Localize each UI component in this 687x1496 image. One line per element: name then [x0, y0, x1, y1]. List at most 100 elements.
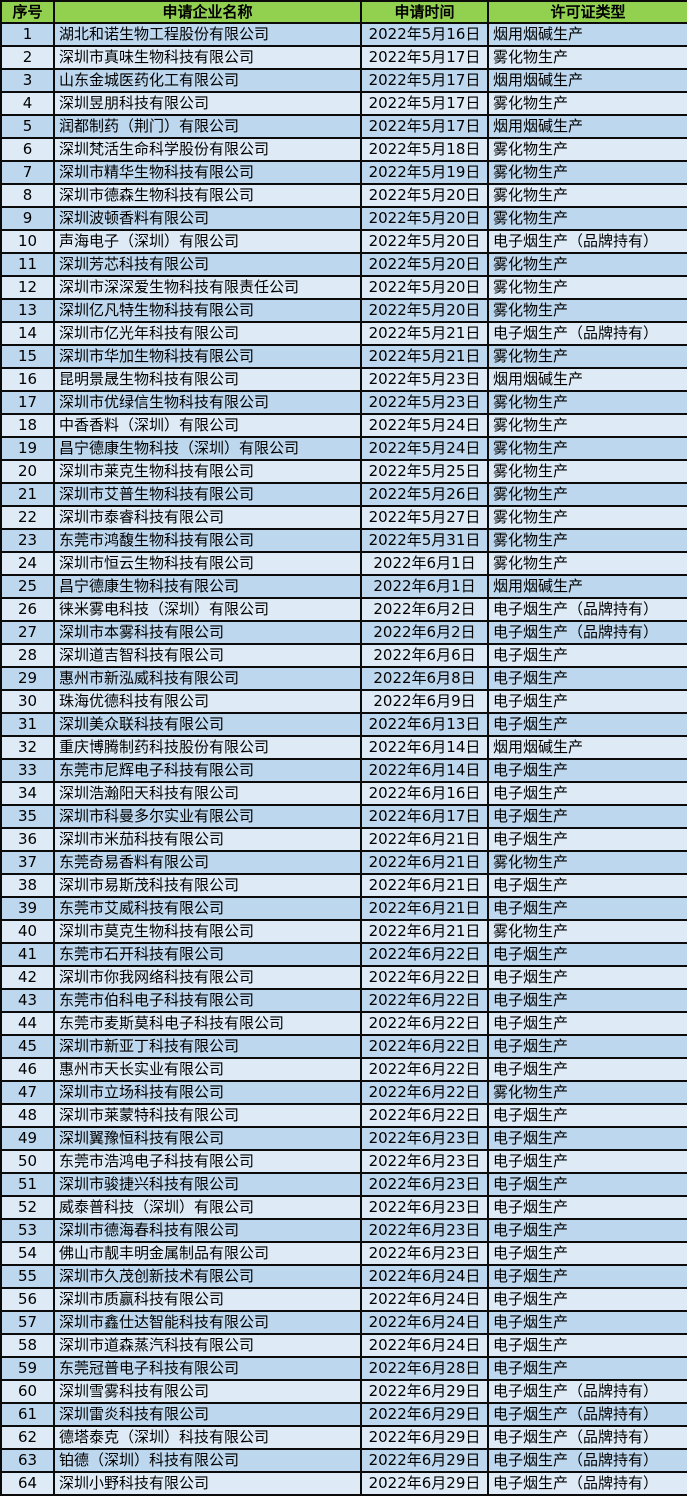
table-row: 32 重庆博腾制药科技股份有限公司 2022年6月14日 烟用烟碱生产: [0, 735, 687, 760]
table-row: 25 昌宁德康生物科技有限公司 2022年6月1日 烟用烟碱生产: [0, 574, 687, 599]
cell-company-name: 深圳市泰睿科技有限公司: [53, 505, 362, 530]
cell-company-name: 深圳市新亚丁科技有限公司: [53, 1034, 362, 1059]
cell-index: 47: [0, 1080, 55, 1105]
cell-index: 41: [0, 942, 55, 967]
cell-license-type: 烟用烟碱生产: [487, 22, 687, 47]
cell-company-name: 深圳市米茄科技有限公司: [53, 827, 362, 852]
cell-license-type: 雾化物生产: [487, 436, 687, 461]
cell-application-date: 2022年6月24日: [360, 1264, 489, 1289]
table-row: 36 深圳市米茄科技有限公司 2022年6月21日 电子烟生产: [0, 827, 687, 852]
cell-index: 48: [0, 1103, 55, 1128]
cell-company-name: 深圳市质赢科技有限公司: [53, 1287, 362, 1312]
cell-company-name: 深圳市科曼多尔实业有限公司: [53, 804, 362, 829]
table-row: 59 东莞冠普电子科技有限公司 2022年6月28日 电子烟生产: [0, 1356, 687, 1381]
cell-license-type: 雾化物生产: [487, 850, 687, 875]
cell-company-name: 深圳市德森生物科技有限公司: [53, 183, 362, 208]
cell-application-date: 2022年6月29日: [360, 1379, 489, 1404]
cell-company-name: 东莞市鸿馥生物科技有限公司: [53, 528, 362, 553]
cell-company-name: 深圳昱朋科技有限公司: [53, 91, 362, 116]
table-row: 10 声海电子（深圳）有限公司 2022年5月20日 电子烟生产（品牌持有）: [0, 229, 687, 254]
cell-index: 39: [0, 896, 55, 921]
cell-application-date: 2022年6月1日: [360, 574, 489, 599]
cell-license-type: 雾化物生产: [487, 1080, 687, 1105]
cell-company-name: 深圳市骏捷兴科技有限公司: [53, 1172, 362, 1197]
cell-index: 52: [0, 1195, 55, 1220]
cell-index: 26: [0, 597, 55, 622]
cell-application-date: 2022年5月19日: [360, 160, 489, 185]
cell-application-date: 2022年5月17日: [360, 114, 489, 139]
cell-index: 13: [0, 298, 55, 323]
cell-index: 14: [0, 321, 55, 346]
table-row: 9 深圳波顿香料有限公司 2022年5月20日 雾化物生产: [0, 206, 687, 231]
cell-index: 63: [0, 1448, 55, 1473]
cell-company-name: 深圳市精华生物科技有限公司: [53, 160, 362, 185]
cell-application-date: 2022年6月16日: [360, 781, 489, 806]
cell-application-date: 2022年5月31日: [360, 528, 489, 553]
cell-company-name: 东莞市麦斯莫科电子科技有限公司: [53, 1011, 362, 1036]
table-row: 50 东莞市浩鸿电子科技有限公司 2022年6月23日 电子烟生产: [0, 1149, 687, 1174]
cell-application-date: 2022年6月21日: [360, 850, 489, 875]
header-application-date: 申请时间: [360, 0, 489, 24]
cell-license-type: 电子烟生产: [487, 1310, 687, 1335]
cell-license-type: 雾化物生产: [487, 298, 687, 323]
cell-application-date: 2022年5月24日: [360, 413, 489, 438]
cell-application-date: 2022年6月14日: [360, 758, 489, 783]
cell-company-name: 深圳小野科技有限公司: [53, 1471, 362, 1496]
cell-index: 15: [0, 344, 55, 369]
cell-company-name: 东莞奇易香料有限公司: [53, 850, 362, 875]
cell-application-date: 2022年6月21日: [360, 919, 489, 944]
header-row: 序号 申请企业名称 申请时间 许可证类型: [0, 0, 687, 24]
cell-application-date: 2022年5月20日: [360, 275, 489, 300]
table-row: 6 深圳梵活生命科学股份有限公司 2022年5月18日 雾化物生产: [0, 137, 687, 162]
cell-license-type: 烟用烟碱生产: [487, 574, 687, 599]
cell-application-date: 2022年6月6日: [360, 643, 489, 668]
cell-license-type: 烟用烟碱生产: [487, 68, 687, 93]
cell-application-date: 2022年6月1日: [360, 551, 489, 576]
cell-company-name: 深圳市优绿信生物科技有限公司: [53, 390, 362, 415]
cell-license-type: 电子烟生产: [487, 942, 687, 967]
table-row: 8 深圳市德森生物科技有限公司 2022年5月20日 雾化物生产: [0, 183, 687, 208]
cell-application-date: 2022年6月21日: [360, 827, 489, 852]
cell-company-name: 深圳市易斯茂科技有限公司: [53, 873, 362, 898]
cell-company-name: 威泰普科技（深圳）有限公司: [53, 1195, 362, 1220]
cell-license-type: 烟用烟碱生产: [487, 114, 687, 139]
cell-license-type: 电子烟生产: [487, 712, 687, 737]
header-license-type: 许可证类型: [487, 0, 687, 24]
cell-application-date: 2022年5月24日: [360, 436, 489, 461]
cell-index: 64: [0, 1471, 55, 1496]
cell-company-name: 德塔泰克（深圳）科技有限公司: [53, 1425, 362, 1450]
cell-application-date: 2022年5月21日: [360, 344, 489, 369]
cell-company-name: 声海电子（深圳）有限公司: [53, 229, 362, 254]
cell-application-date: 2022年6月14日: [360, 735, 489, 760]
cell-company-name: 深圳雪雾科技有限公司: [53, 1379, 362, 1404]
cell-application-date: 2022年6月29日: [360, 1425, 489, 1450]
cell-application-date: 2022年6月22日: [360, 965, 489, 990]
cell-company-name: 佛山市靓丰明金属制品有限公司: [53, 1241, 362, 1266]
table-row: 62 德塔泰克（深圳）科技有限公司 2022年6月29日 电子烟生产（品牌持有）: [0, 1425, 687, 1450]
cell-company-name: 重庆博腾制药科技股份有限公司: [53, 735, 362, 760]
table-row: 63 铂德（深圳）科技有限公司 2022年6月29日 电子烟生产（品牌持有）: [0, 1448, 687, 1473]
table-row: 31 深圳美众联科技有限公司 2022年6月13日 电子烟生产: [0, 712, 687, 737]
table-row: 2 深圳市真味生物科技有限公司 2022年5月17日 雾化物生产: [0, 45, 687, 70]
cell-license-type: 电子烟生产（品牌持有）: [487, 229, 687, 254]
cell-index: 31: [0, 712, 55, 737]
cell-license-type: 电子烟生产（品牌持有）: [487, 1471, 687, 1496]
table-row: 13 深圳亿凡特生物科技有限公司 2022年5月20日 雾化物生产: [0, 298, 687, 323]
cell-index: 12: [0, 275, 55, 300]
table-row: 38 深圳市易斯茂科技有限公司 2022年6月21日 电子烟生产: [0, 873, 687, 898]
cell-company-name: 中香香料（深圳）有限公司: [53, 413, 362, 438]
cell-license-type: 电子烟生产: [487, 781, 687, 806]
cell-index: 61: [0, 1402, 55, 1427]
table-row: 17 深圳市优绿信生物科技有限公司 2022年5月23日 雾化物生产: [0, 390, 687, 415]
table-row: 33 东莞市尼辉电子科技有限公司 2022年6月14日 电子烟生产: [0, 758, 687, 783]
cell-company-name: 深圳市鑫仕达智能科技有限公司: [53, 1310, 362, 1335]
cell-application-date: 2022年6月21日: [360, 896, 489, 921]
cell-license-type: 电子烟生产: [487, 988, 687, 1013]
cell-license-type: 电子烟生产: [487, 1011, 687, 1036]
cell-index: 54: [0, 1241, 55, 1266]
cell-license-type: 雾化物生产: [487, 344, 687, 369]
cell-license-type: 电子烟生产: [487, 1172, 687, 1197]
cell-license-type: 电子烟生产: [487, 1103, 687, 1128]
table-header: 序号 申请企业名称 申请时间 许可证类型: [0, 0, 687, 24]
table-row: 61 深圳雷炎科技有限公司 2022年6月29日 电子烟生产（品牌持有）: [0, 1402, 687, 1427]
